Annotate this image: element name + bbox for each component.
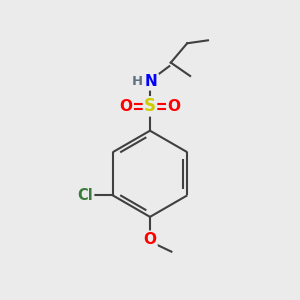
- Text: Cl: Cl: [77, 188, 93, 203]
- Text: O: O: [143, 232, 157, 247]
- Text: H: H: [132, 75, 143, 88]
- Text: N: N: [145, 74, 158, 89]
- Text: O: O: [120, 99, 133, 114]
- Text: O: O: [167, 99, 180, 114]
- Text: S: S: [144, 97, 156, 115]
